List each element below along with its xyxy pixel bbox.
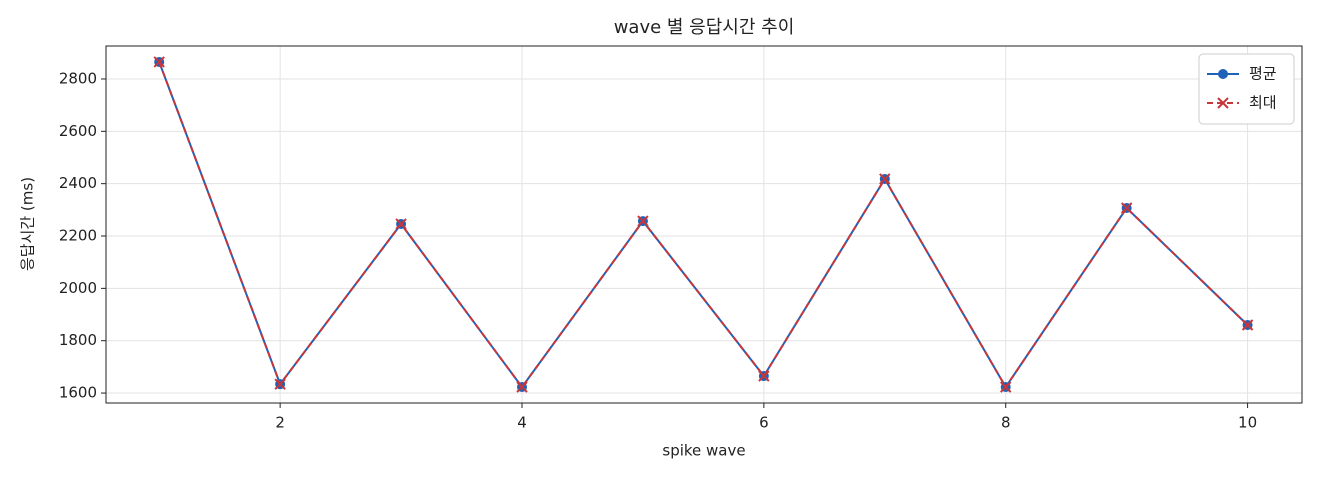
marker bbox=[637, 215, 649, 227]
marker bbox=[758, 370, 770, 382]
marker-x bbox=[637, 215, 649, 227]
marker bbox=[1000, 381, 1012, 393]
y-tick-label: 2200 bbox=[59, 227, 97, 245]
marker-x bbox=[395, 218, 407, 230]
y-tick-label: 2000 bbox=[59, 279, 97, 297]
y-axis-label: 응답시간 (ms) bbox=[19, 177, 37, 271]
marker bbox=[1217, 97, 1229, 109]
x-tick-label: 8 bbox=[1001, 414, 1011, 432]
marker-x bbox=[1241, 319, 1254, 331]
chart-title: wave 별 응답시간 추이 bbox=[614, 17, 795, 38]
y-tick-label: 1800 bbox=[59, 331, 97, 349]
y-tick-label: 1600 bbox=[59, 384, 97, 402]
series-line bbox=[158, 61, 1249, 389]
x-tick-label: 4 bbox=[517, 414, 527, 432]
marker-x bbox=[758, 370, 770, 382]
marker-x bbox=[153, 56, 165, 68]
marker-x bbox=[1120, 202, 1133, 214]
legend-label: 평균 bbox=[1249, 65, 1277, 83]
marker bbox=[153, 56, 165, 68]
series-line bbox=[158, 61, 1249, 389]
marker bbox=[516, 381, 528, 393]
marker bbox=[1241, 319, 1254, 331]
y-tick-label: 2600 bbox=[59, 122, 97, 140]
marker-x bbox=[1000, 381, 1012, 393]
marker bbox=[1120, 202, 1133, 214]
marker bbox=[395, 218, 407, 230]
y-tick-label: 2400 bbox=[59, 174, 97, 192]
marker-x bbox=[1217, 97, 1229, 109]
marker bbox=[274, 378, 286, 390]
x-tick-label: 6 bbox=[759, 414, 769, 432]
legend-box bbox=[1198, 53, 1295, 125]
marker-x bbox=[274, 378, 286, 390]
y-tick-label: 2800 bbox=[59, 69, 97, 87]
marker-x bbox=[516, 381, 528, 393]
plot-frame bbox=[105, 45, 1303, 404]
marker bbox=[1218, 69, 1228, 79]
marker bbox=[879, 173, 891, 185]
x-tick-label: 2 bbox=[275, 414, 285, 432]
marker-x bbox=[879, 173, 891, 185]
x-axis-label: spike wave bbox=[662, 442, 745, 460]
legend-label: 최대 bbox=[1249, 94, 1277, 112]
x-tick-label: 10 bbox=[1238, 414, 1257, 432]
